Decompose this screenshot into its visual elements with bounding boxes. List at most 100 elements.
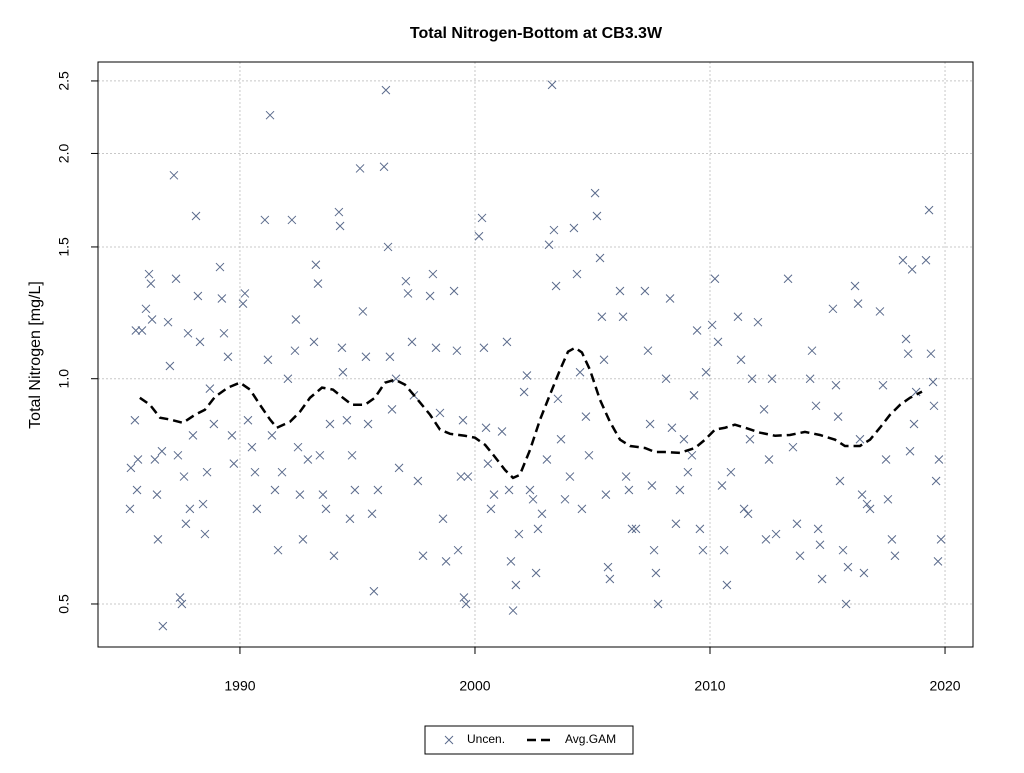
scatter-point: [675, 485, 685, 495]
scatter-point: [857, 490, 867, 499]
scatter-point: [547, 80, 557, 90]
scatter-point: [202, 467, 212, 477]
scatter-point: [679, 434, 689, 444]
scatter-point: [413, 476, 423, 486]
scatter-point: [163, 317, 173, 327]
scatter-point: [338, 367, 348, 377]
scatter-point: [667, 423, 677, 433]
scatter-point: [183, 328, 193, 338]
scatter-point: [342, 415, 352, 425]
legend-symbol: [444, 735, 454, 745]
scatter-point: [243, 415, 253, 425]
scatter-point: [425, 291, 435, 301]
scatter-point: [345, 514, 355, 524]
scatter-point: [329, 551, 339, 561]
scatter-point: [553, 394, 563, 404]
scatter-point: [565, 472, 575, 481]
scatter-point: [158, 621, 168, 631]
scatter-point: [263, 355, 273, 365]
scatter-point: [792, 519, 802, 529]
scatter-point: [358, 307, 368, 316]
scatter-point: [665, 294, 675, 303]
scatter-point: [309, 337, 319, 347]
scatter-point: [817, 574, 827, 584]
scatter-point: [522, 371, 532, 380]
scatter-point: [153, 534, 163, 544]
scatter-point: [369, 586, 379, 596]
scatter-point: [549, 225, 559, 235]
scatter-point: [883, 494, 893, 504]
scatter-point: [227, 431, 237, 440]
scatter-point: [710, 274, 720, 284]
scatter-point: [921, 255, 931, 265]
scatter-point: [828, 304, 838, 314]
scatter-point: [456, 472, 466, 481]
scatter-point: [133, 455, 143, 464]
scatter-point: [590, 188, 600, 198]
scatter-point: [381, 85, 391, 95]
scatter-point: [273, 545, 283, 555]
scatter-point: [745, 434, 755, 444]
scatter-point: [595, 253, 605, 263]
scatter-point: [859, 568, 869, 578]
scatter-point: [270, 485, 280, 495]
scatter-point: [298, 534, 308, 544]
scatter-point: [291, 315, 301, 324]
scatter-point: [599, 355, 609, 365]
scatter-point: [157, 446, 167, 456]
scatter-point: [247, 442, 257, 452]
scatter-point: [217, 294, 227, 303]
scatter-point: [544, 240, 554, 250]
scatter-point: [438, 514, 448, 524]
scatter-point: [363, 419, 373, 429]
scatter-point: [788, 442, 798, 452]
scatter-point: [878, 380, 888, 390]
scatter-point: [743, 509, 753, 519]
scatter-point: [198, 499, 208, 509]
scatter-point: [489, 490, 499, 499]
scatter-point: [132, 485, 142, 495]
scatter-point: [431, 343, 441, 353]
scatter-point: [287, 215, 297, 225]
scatter-point: [640, 286, 650, 296]
scatter-point: [311, 260, 321, 270]
scatter-point: [229, 459, 239, 469]
scatter-point: [401, 276, 411, 286]
gam-line: [139, 346, 923, 480]
scatter-point: [188, 431, 198, 440]
scatter-point: [651, 568, 661, 578]
scatter-point: [733, 312, 743, 322]
scatter-point: [449, 286, 459, 296]
scatter-point: [177, 599, 187, 609]
scatter-point: [833, 412, 843, 421]
x-tick-label: 2020: [929, 678, 960, 694]
scatter-point: [185, 504, 195, 514]
plot-frame: [97, 61, 974, 648]
x-tick-label: 2000: [459, 678, 490, 694]
scatter-point: [171, 274, 181, 284]
scatter-point: [909, 419, 919, 429]
scatter-point: [486, 504, 496, 514]
scatter-point: [318, 490, 328, 499]
scatter-point: [303, 455, 313, 464]
scatter-point: [929, 401, 939, 411]
scatter-point: [811, 401, 821, 411]
scatter-point: [898, 255, 908, 265]
scatter-point: [290, 346, 300, 356]
scatter-point: [355, 164, 365, 173]
scatter-point: [295, 490, 305, 499]
scatter-point: [146, 279, 156, 288]
scatter-point: [379, 162, 389, 172]
scatter-point: [525, 485, 535, 495]
scatter-point: [479, 343, 489, 353]
x-tick-label: 1990: [224, 678, 255, 694]
scatter-point: [813, 524, 823, 534]
scatter-point: [141, 304, 151, 314]
scatter-point: [514, 529, 524, 539]
scatter-point: [373, 485, 383, 495]
scatter-point: [841, 599, 851, 609]
scatter-point: [853, 299, 863, 308]
scatter-point: [575, 367, 585, 377]
scatter-point: [483, 459, 493, 469]
scatter-point: [144, 269, 154, 279]
